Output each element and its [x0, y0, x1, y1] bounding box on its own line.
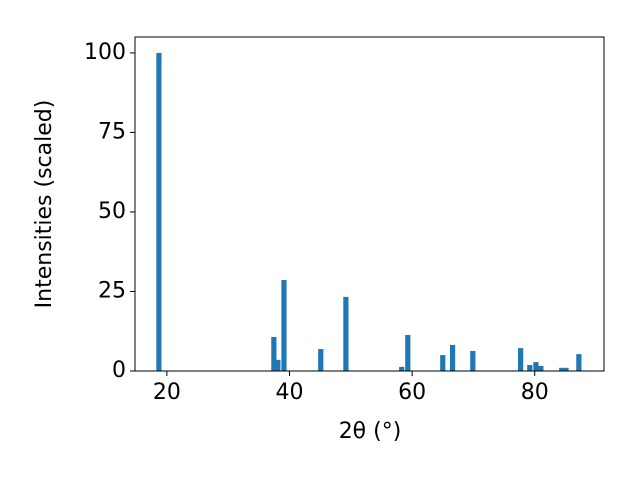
bar: [559, 367, 565, 371]
bar: [399, 366, 405, 371]
plot-frame: [134, 36, 605, 372]
bar: [281, 280, 287, 371]
bar: [440, 355, 446, 371]
bar: [518, 348, 524, 371]
y-tick-label: 75: [98, 119, 126, 144]
x-tick-label: 20: [153, 380, 181, 405]
bar: [271, 336, 277, 371]
y-tick-label: 50: [98, 199, 126, 224]
bar: [470, 350, 476, 371]
bar: [527, 364, 533, 371]
x-tick-label: 60: [398, 380, 426, 405]
y-tick-label: 0: [112, 358, 126, 383]
y-axis-label: Intensities (scaled): [32, 100, 57, 309]
bar: [156, 52, 162, 372]
x-axis-label: 2θ (°): [339, 419, 402, 444]
y-tick-label: 25: [98, 278, 126, 303]
bar: [343, 296, 349, 371]
y-tick-label: 100: [84, 40, 126, 65]
x-tick-label: 40: [275, 380, 303, 405]
bar: [275, 359, 281, 371]
bar: [405, 335, 411, 371]
bar: [538, 365, 544, 371]
bar: [563, 367, 569, 371]
bar: [318, 349, 324, 371]
x-tick-label: 80: [521, 380, 549, 405]
bar: [533, 362, 539, 371]
bar: [576, 354, 582, 371]
bar: [449, 344, 456, 371]
